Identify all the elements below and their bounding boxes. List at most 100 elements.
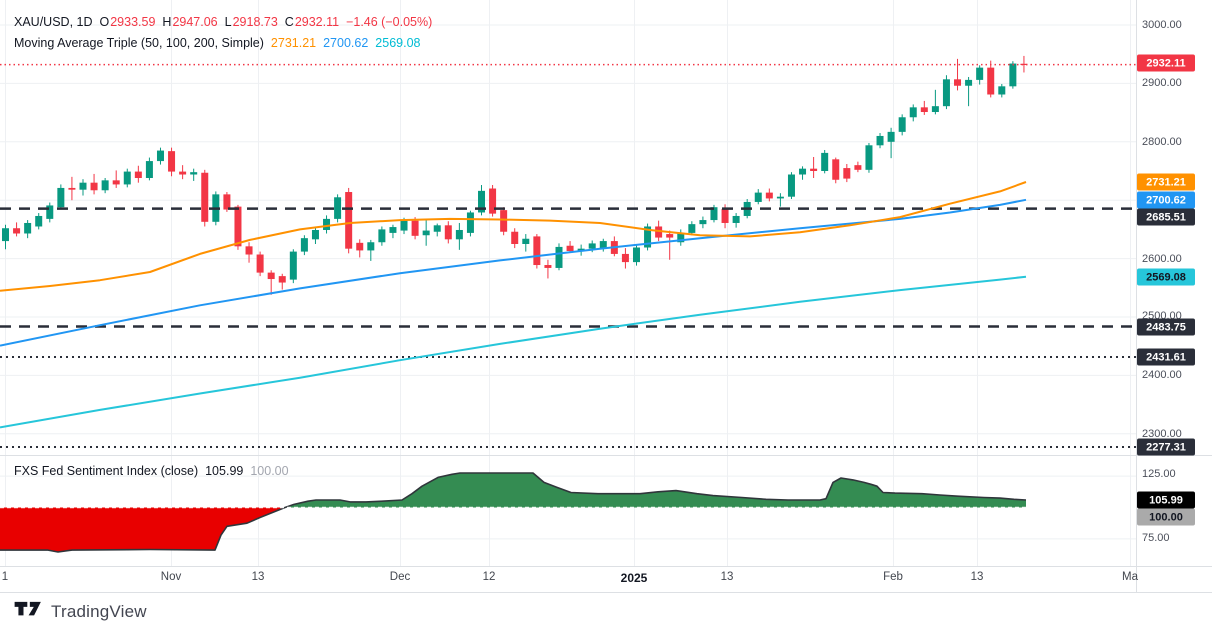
ohlc-close: C 2932.11 [284, 15, 340, 29]
ma200-value: 2569.08 [375, 36, 421, 50]
candle-body [954, 79, 962, 86]
candle-body [810, 168, 818, 171]
candle-body [931, 106, 939, 113]
candle-body [245, 246, 253, 255]
candle-body [378, 229, 386, 243]
candle-body [644, 226, 652, 248]
time-axis[interactable]: 1 Nov 13 Dec 12 2025 13 Feb 13 Ma [0, 567, 1138, 592]
candle-body [234, 206, 242, 247]
candle-body [400, 220, 408, 231]
candle-body [577, 248, 585, 252]
candle-body [821, 152, 829, 171]
sentiment-area-positive [285, 473, 1026, 508]
price-badge-100.00: 100.00 [1137, 508, 1195, 526]
candle-body [688, 224, 696, 233]
candle-body [223, 194, 231, 210]
candle-body [356, 242, 364, 251]
price-badge-2483.75: 2483.75 [1137, 318, 1195, 336]
price-badge-2277.31: 2277.31 [1137, 438, 1195, 456]
sentiment-value: 105.99 [205, 464, 244, 478]
price-badge-2932.11: 2932.11 [1137, 54, 1195, 72]
candle-body [721, 208, 729, 223]
candle-body [843, 168, 851, 179]
ma200-line [0, 275, 1027, 429]
candle-body [256, 254, 264, 273]
candle-body [732, 215, 740, 223]
candle-body [489, 188, 497, 214]
candle-body [179, 171, 187, 175]
candle-body [433, 225, 441, 232]
candle-body [267, 272, 275, 280]
candle-body [765, 192, 773, 199]
symbol-title[interactable]: XAU/USD, 1D [14, 15, 93, 29]
candle-body [90, 182, 98, 191]
candle-body [46, 205, 54, 219]
price-axis-label: 75.00 [1142, 532, 1170, 544]
price-badge-2569.08: 2569.08 [1137, 268, 1195, 286]
ma100-value: 2700.62 [323, 36, 369, 50]
candle-body [522, 238, 530, 244]
candle-body [134, 171, 142, 179]
candle-body [57, 187, 65, 208]
candle-body [145, 161, 153, 179]
price-axis-label: 125.00 [1142, 468, 1176, 480]
ma100-line [0, 198, 1027, 347]
time-axis-label-13: 13 [251, 571, 265, 583]
ohlc-open: O 2933.59 [99, 15, 156, 29]
candle-body [79, 182, 87, 190]
candle-body [300, 238, 308, 252]
price-badge-2431.61: 2431.61 [1137, 348, 1195, 366]
price-axis-label: 2800.00 [1142, 136, 1182, 148]
candle-body [920, 107, 928, 113]
time-axis-label-2025: 2025 [620, 571, 648, 585]
sentiment-legend[interactable]: FXS Fed Sentiment Index (close) 105.99 1… [14, 464, 289, 478]
ohlc-high: H 2947.06 [162, 15, 218, 29]
time-axis-label-1: 1 [1, 571, 9, 583]
candle-body [422, 230, 430, 236]
candle-body [787, 174, 795, 197]
candle-body [345, 192, 353, 249]
candle-body [278, 276, 286, 283]
tradingview-logo-icon[interactable] [14, 601, 44, 623]
candle-body [24, 222, 32, 234]
candle-body [965, 79, 973, 86]
candle-body [566, 245, 574, 252]
candle-body [887, 131, 895, 142]
price-badge-105.99: 105.99 [1137, 491, 1195, 509]
candle-body [632, 247, 640, 263]
price-axis[interactable]: 3000.00 2900.00 2800.00 2600.00 2500.00 2400.… [1136, 0, 1212, 592]
candle-body [599, 241, 607, 249]
time-axis-label-Feb: Feb [883, 571, 903, 583]
price-badge-2731.21: 2731.21 [1137, 173, 1195, 191]
candle-body [101, 180, 109, 191]
time-axis-label-Dec: Dec [389, 571, 411, 583]
candle-body [2, 228, 9, 242]
candle-body [289, 251, 297, 280]
candle-body [832, 159, 840, 180]
ohlc-low: L 2918.73 [224, 15, 278, 29]
price-axis-label: 2600.00 [1142, 253, 1182, 265]
candle-body [123, 171, 131, 185]
candle-body [998, 86, 1006, 95]
candle-body [677, 232, 685, 243]
candle-body [776, 196, 784, 199]
candle-body [1020, 63, 1028, 65]
candle-body [500, 210, 508, 232]
symbol-legend[interactable]: XAU/USD, 1D O 2933.59 H 2947.06 L 2918.73 C… [14, 15, 432, 29]
candle-body [466, 212, 474, 233]
candle-body [455, 229, 463, 240]
price-axis-label: 2400.00 [1142, 369, 1182, 381]
tradingview-logo-text[interactable]: TradingView [51, 601, 147, 621]
price-axis-label: 2900.00 [1142, 77, 1182, 89]
candle-body [621, 253, 629, 263]
candle-body [511, 231, 519, 244]
time-axis-label-13: 13 [720, 571, 734, 583]
candle-body [35, 215, 43, 227]
price-axis-label: 3000.00 [1142, 19, 1182, 31]
candle-body [411, 220, 419, 236]
ma-triple-legend[interactable]: Moving Average Triple (50, 100, 200, Sim… [14, 36, 420, 50]
candle-body [533, 236, 541, 266]
candle-body [367, 242, 375, 251]
candle-body [666, 234, 674, 238]
